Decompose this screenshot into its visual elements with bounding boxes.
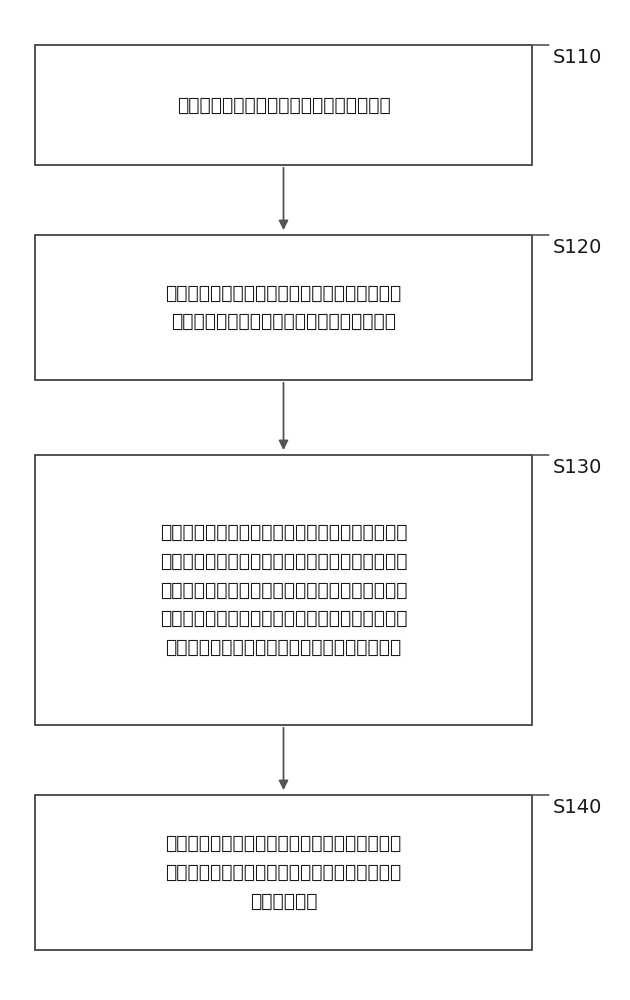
- Text: 比较第一点处的地层压力以及第二点处的地层压
力，根据比较结果判断第一点以及第二点之间的
储层是否连通: 比较第一点处的地层压力以及第二点处的地层压 力，根据比较结果判断第一点以及第二点…: [165, 834, 402, 911]
- Text: S110: S110: [553, 48, 602, 67]
- Bar: [35, 455, 532, 725]
- Text: 基于三维地震数据体，构建地震最大似然体: 基于三维地震数据体，构建地震最大似然体: [176, 96, 391, 114]
- Bar: [35, 795, 532, 950]
- Bar: [35, 45, 532, 165]
- Text: S130: S130: [553, 458, 602, 477]
- Text: S140: S140: [553, 798, 602, 817]
- Text: 在断溶体的空间内选择位于同一海拔高度的第一点
以及第二点，获取第一点处的地震均方根速度以及
第二点处的地震均方根速度，将第一点处的地震均
方根速度以及第二点处的: 在断溶体的空间内选择位于同一海拔高度的第一点 以及第二点，获取第一点处的地震均方…: [160, 523, 407, 657]
- Text: S120: S120: [553, 238, 602, 257]
- Text: 利用地震最大似然体的属性的门槛值对地震最大
似然体进行空间雕刻，获得断溶体的空间轮廓: 利用地震最大似然体的属性的门槛值对地震最大 似然体进行空间雕刻，获得断溶体的空间…: [165, 284, 402, 331]
- Bar: [35, 235, 532, 380]
